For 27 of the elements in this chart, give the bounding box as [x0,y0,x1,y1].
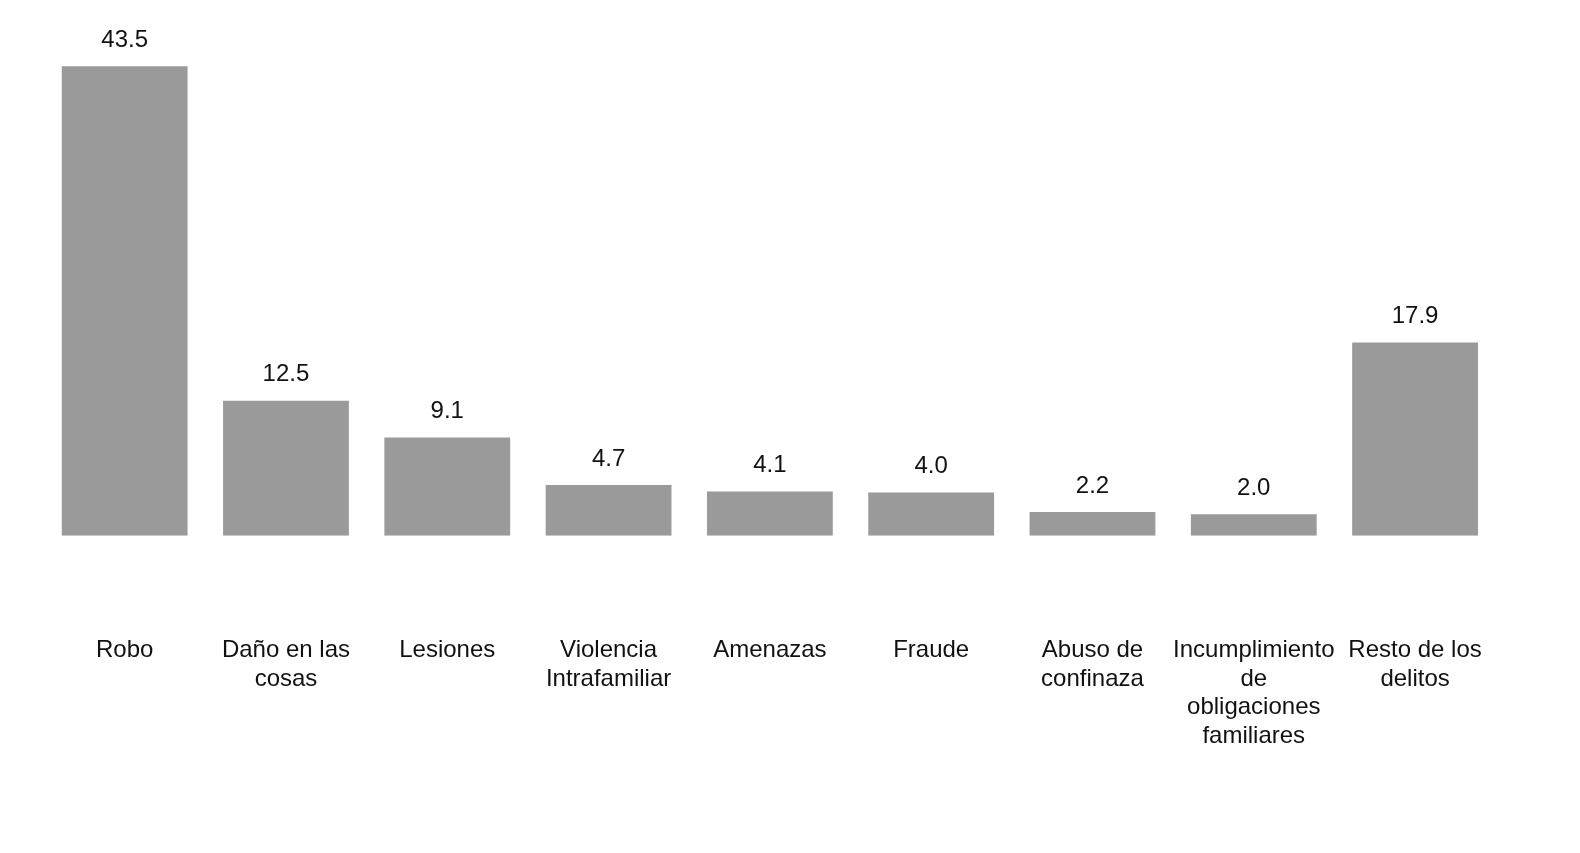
x-tick-label: Amenazas [713,634,827,662]
x-tick-label: Incumplimiento de obligaciones familiares [1173,634,1335,749]
x-tick-label: Violencia Intrafamiliar [545,634,672,691]
bar [545,485,672,536]
bar [61,66,188,536]
data-label: 9.1 [430,396,464,424]
data-label: 43.5 [101,24,149,52]
x-tick-label: Fraude [893,634,970,662]
x-tick-label: Robo [95,634,154,662]
bar [223,400,349,536]
data-label: 2.2 [1075,470,1110,498]
bar [706,491,833,536]
x-tick-label: Lesiones [399,634,496,662]
bar [1352,342,1478,536]
bar [1029,512,1156,536]
data-label: 12.5 [262,359,310,387]
data-label: 4.0 [914,451,948,479]
data-label: 17.9 [1391,301,1439,329]
data-label: 4.7 [591,443,626,471]
bar [868,492,995,536]
x-tick-label: Resto de los delitos [1348,634,1482,691]
data-label: 4.1 [753,450,787,478]
bar [1190,514,1317,536]
bar [384,437,511,536]
x-tick-label: Daño en las cosas [221,634,351,691]
x-tick-label: Abuso de confinaza [1041,634,1145,691]
data-label: 2.0 [1237,472,1271,500]
